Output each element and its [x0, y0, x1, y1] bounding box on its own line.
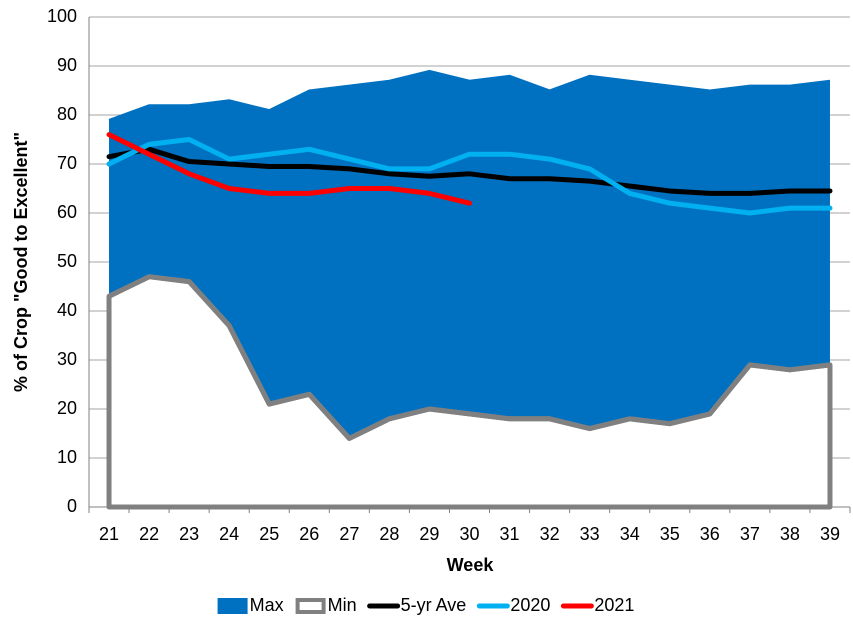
x-tick-label: 36 [700, 524, 720, 544]
y-tick-label: 50 [57, 251, 77, 271]
series-line [106, 146, 833, 196]
legend-item: 2021 [560, 595, 634, 615]
y-tick-label: 10 [57, 447, 77, 467]
x-tick-label: 22 [139, 524, 159, 544]
x-tick-label: 37 [740, 524, 760, 544]
legend-swatch [217, 598, 248, 614]
x-tick-label: 25 [259, 524, 279, 544]
x-tick-label: 23 [179, 524, 199, 544]
max-line [108, 69, 831, 121]
legend-swatch [295, 598, 326, 614]
legend-item: Max [217, 595, 284, 615]
legend-item: 5-yr Ave [367, 595, 467, 615]
y-tick-label: 20 [57, 398, 77, 418]
x-axis-label: Week [447, 555, 495, 575]
series-line [106, 132, 472, 206]
x-tick-label: 32 [540, 524, 560, 544]
min-line [107, 274, 831, 441]
series-line [106, 137, 833, 216]
y-tick-label: 80 [57, 104, 77, 124]
legend-label: 5-yr Ave [401, 595, 467, 615]
legend-item: Min [295, 595, 357, 615]
y-tick-label: 100 [47, 6, 77, 26]
y-tick-label: 60 [57, 202, 77, 222]
x-tick-label: 21 [99, 524, 119, 544]
x-tick-label: 28 [379, 524, 399, 544]
x-tick-label: 39 [820, 524, 840, 544]
y-tick-label: 70 [57, 153, 77, 173]
x-tick-label: 26 [299, 524, 319, 544]
legend-label: 2021 [594, 595, 634, 615]
x-tick-label: 33 [580, 524, 600, 544]
x-tick-label: 29 [419, 524, 439, 544]
y-tick-label: 90 [57, 55, 77, 75]
legend-item: 2020 [476, 595, 550, 615]
x-tick-label: 38 [780, 524, 800, 544]
x-tick-label: 30 [459, 524, 479, 544]
y-axis-label: % of Crop "Good to Excellent" [11, 132, 31, 392]
legend-label: Max [250, 595, 284, 615]
x-tick-label: 35 [660, 524, 680, 544]
legend-label: 2020 [510, 595, 550, 615]
x-tick-label: 34 [620, 524, 640, 544]
x-tick-label: 31 [500, 524, 520, 544]
x-tick-label: 27 [339, 524, 359, 544]
y-tick-label: 30 [57, 349, 77, 369]
y-tick-label: 40 [57, 300, 77, 320]
y-tick-label: 0 [67, 496, 77, 516]
x-tick-label: 24 [219, 524, 239, 544]
legend-label: Min [328, 595, 357, 615]
